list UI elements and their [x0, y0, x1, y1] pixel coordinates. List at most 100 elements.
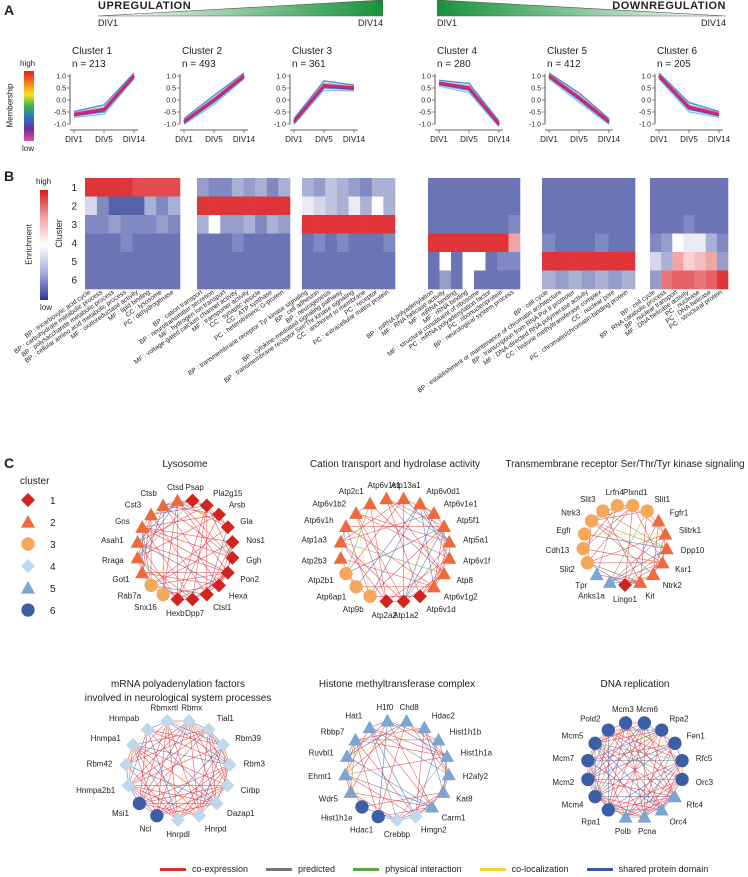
gene-node: Arsb: [211, 501, 246, 522]
gene-label: Hdac2: [432, 712, 456, 721]
heatmap-cell: [313, 270, 326, 290]
member-line: [73, 72, 135, 113]
heatmap-cell: [716, 252, 729, 271]
heatmap-cell: [120, 215, 133, 234]
gene-node: Atp6v1c1: [368, 481, 401, 505]
legend-label-6: 6: [50, 606, 56, 617]
network-edge: [350, 792, 398, 821]
network-edge: [403, 541, 450, 602]
gene-label: Ctsb: [140, 489, 157, 498]
gene-node: Rbm3: [222, 757, 266, 772]
y-tick-label: 0.0: [166, 98, 176, 105]
network-edge: [424, 727, 450, 775]
heatmap-cell: [302, 270, 314, 290]
heatmap-row-label: 1: [71, 183, 77, 194]
gene-label: Atp6v1f: [463, 556, 491, 565]
y-tick-label: 0.0: [56, 98, 66, 105]
heatmap-cell: [168, 270, 181, 290]
heatmap-cell: [508, 233, 521, 253]
gene-label: Atp1a2: [393, 611, 419, 620]
network-edge: [386, 557, 450, 602]
network-edge: [208, 729, 228, 786]
network-edge: [177, 500, 229, 573]
gene-label: Hnmpab: [109, 714, 140, 723]
gene-node: Msi1: [112, 796, 147, 818]
heatmap-cell: [168, 252, 181, 271]
gene-label: Ctsl1: [213, 603, 232, 612]
gene-node-shape: [654, 802, 669, 816]
gene-node: Ksr1: [655, 555, 692, 574]
y-tick-label: -0.5: [164, 110, 176, 117]
network-edge: [355, 727, 425, 741]
heatmap-cell: [302, 178, 314, 197]
cluster-chart-2: Cluster 2 n = 493 1.0 0.5 0.0 -0.5 -1.0 DIV1 DIV…: [164, 46, 256, 144]
core-line: [293, 83, 355, 122]
heatmap-cell: [371, 270, 384, 290]
downregulation-wedge: [437, 0, 726, 17]
gene-label: Atp6v1b2: [312, 499, 346, 508]
network-edge: [594, 722, 645, 744]
heatmap-cell: [451, 215, 463, 234]
x-tick-label: DIV1: [430, 135, 448, 144]
gene-node: Atp1a3: [301, 534, 348, 548]
heatmap-cell: [371, 196, 384, 216]
heatmap-cell: [428, 270, 440, 290]
heatmap-cell: [683, 233, 695, 253]
heatmap-cell: [120, 233, 133, 253]
network-edge: [652, 520, 659, 575]
gene-node: Kat8: [436, 785, 473, 804]
heatmap-cell: [542, 196, 556, 216]
y-tick-label: 0.5: [56, 86, 66, 93]
network-edges: [137, 500, 233, 600]
network-edge: [355, 739, 379, 817]
network-edge: [587, 520, 592, 563]
gene-node: Mcm4: [562, 790, 602, 809]
network-edge: [355, 512, 450, 559]
gene-label: Hnmpa1: [91, 734, 122, 743]
gene-node: Got1: [112, 565, 150, 584]
gene-node-shape: [610, 499, 624, 513]
heatmap-cell: [168, 215, 181, 234]
gene-label: Atp5a1: [463, 536, 489, 545]
heatmap-cell: [451, 178, 463, 197]
gene-label: Orc4: [669, 818, 687, 827]
gene-node-shape: [637, 810, 652, 823]
gene-node-shape: [659, 541, 674, 555]
network-edge: [632, 505, 666, 535]
heatmap-cell: [485, 270, 498, 290]
legend-symbol-5: [21, 581, 35, 594]
cluster-chart-title: Cluster 3: [292, 46, 332, 57]
network-edge: [587, 779, 626, 818]
edge-legend-colocalization: co-localization: [479, 864, 569, 874]
gene-node: Polb: [615, 810, 633, 836]
gene-node-shape: [584, 514, 599, 528]
network-edge: [625, 722, 683, 761]
heatmap-cell: [120, 270, 133, 290]
gene-node-shape: [362, 720, 377, 734]
heatmap-cell: [581, 252, 596, 271]
network-edge: [177, 744, 224, 821]
gene-node-shape: [119, 757, 134, 772]
network-edges: [340, 498, 450, 602]
heatmap-cell: [208, 233, 221, 253]
heatmap-cell: [661, 215, 673, 234]
gene-node-shape: [171, 813, 185, 827]
network-edge: [139, 720, 168, 804]
gene-label: Rbm39: [235, 734, 261, 743]
heatmap-cell: [120, 252, 133, 271]
enrichment-low: low: [40, 303, 53, 312]
network-edge: [150, 500, 193, 515]
heatmap-cell: [108, 252, 121, 271]
heatmap-cell: [231, 196, 244, 216]
gene-label: Hnmpa2b1: [76, 786, 116, 795]
gene-node-shape: [199, 498, 214, 513]
gene-label: Carm1: [441, 813, 466, 822]
gene-node: Atp6v1f: [442, 551, 491, 565]
heatmap-cell: [266, 178, 279, 197]
heatmap-cell: [497, 233, 509, 253]
gene-label: Ctsd: [167, 483, 183, 492]
heatmap-cell: [132, 178, 145, 197]
heatmap-cell: [132, 233, 145, 253]
gene-node: Rpa1: [581, 803, 615, 827]
heatmap-cell: [485, 252, 498, 271]
